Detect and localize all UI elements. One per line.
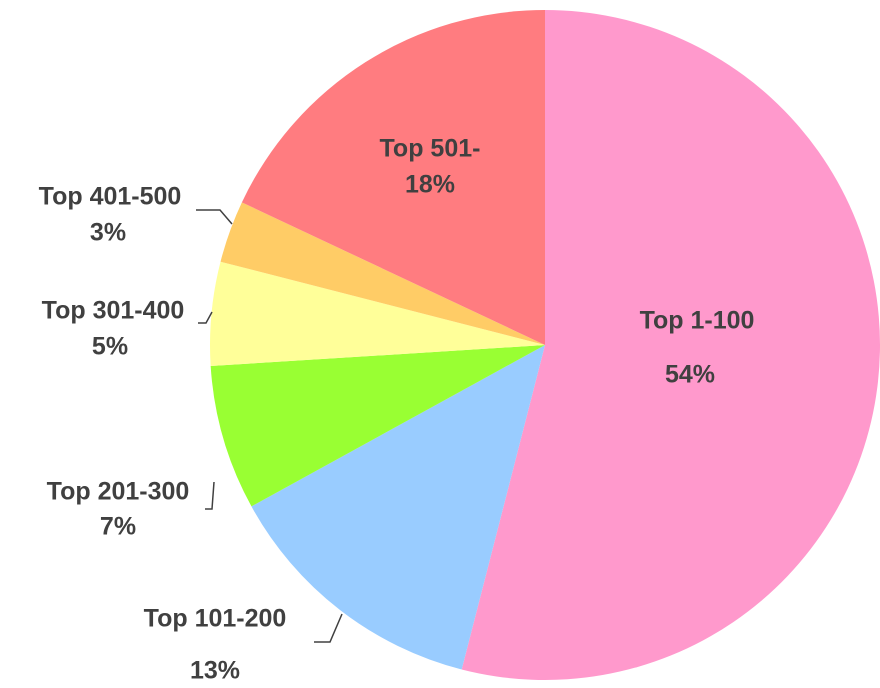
- slice: [210, 345, 545, 507]
- value-label: 13%: [190, 657, 240, 685]
- leader-line: [196, 209, 233, 225]
- slice-label: Top 401-500: [39, 183, 182, 211]
- slice: [461, 10, 880, 681]
- value-label: 5%: [92, 333, 128, 361]
- slice-label: Top 201-300: [47, 478, 190, 506]
- slices: [210, 9, 880, 681]
- slice-label: Top 1-100: [640, 307, 755, 335]
- slice-label: Top 101-200: [144, 605, 287, 633]
- slice: [251, 345, 545, 670]
- slice: [241, 9, 545, 345]
- slice-label: Top 501-: [380, 135, 481, 163]
- slice: [210, 261, 545, 367]
- leader-line: [314, 613, 343, 643]
- slice: [220, 202, 545, 345]
- slice-label: Top 301-400: [42, 297, 185, 325]
- value-label: 54%: [665, 361, 715, 389]
- value-label: 3%: [90, 219, 126, 247]
- leader-line: [198, 311, 213, 324]
- value-label: 7%: [100, 513, 136, 541]
- value-label: 18%: [405, 171, 455, 199]
- leader-line: [205, 481, 215, 510]
